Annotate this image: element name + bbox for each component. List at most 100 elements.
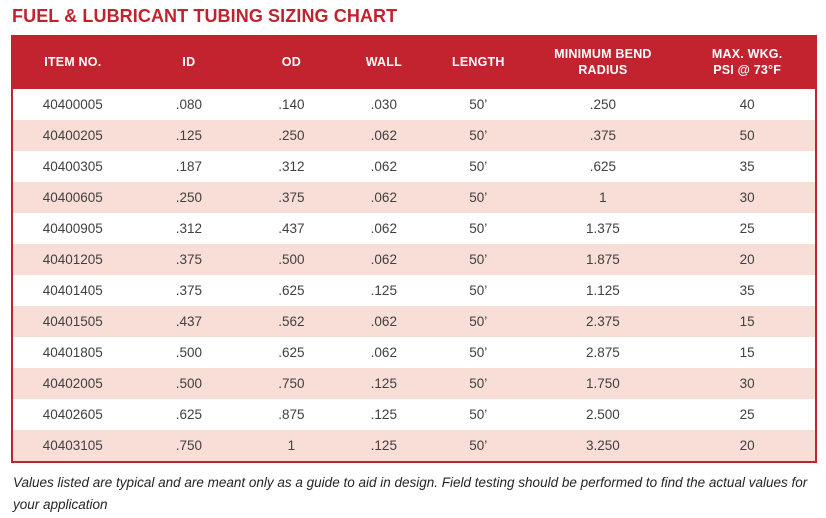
table-row: 40400305 .187 .312 .062 50’ .625 35	[12, 151, 816, 182]
table-cell: 2.500	[585, 407, 620, 422]
table-cell: 40402605	[42, 407, 103, 422]
table-cell: .250	[278, 128, 305, 143]
table-cell: .250	[589, 97, 617, 112]
table-cell: .312	[175, 221, 202, 236]
table-cell: 2.875	[585, 345, 620, 360]
table-cell: 40401805	[42, 345, 103, 360]
table-row: 40401505 .437 .562 .062 50’ 2.375 15	[12, 306, 816, 337]
table-cell: .875	[278, 407, 305, 422]
table-cell: 50’	[469, 190, 488, 205]
table-cell: .125	[370, 376, 397, 391]
table-cell: 1.375	[585, 221, 620, 236]
table-cell: .062	[370, 190, 397, 205]
column-header: MAX. WKG. PSI @ 73°F	[679, 36, 816, 89]
table-cell: 1.875	[585, 252, 620, 267]
table-cell: 40403105	[42, 438, 103, 453]
table-cell: .125	[370, 407, 397, 422]
table-cell: .125	[370, 283, 397, 298]
table-cell: 40	[739, 97, 755, 112]
table-cell: .625	[278, 345, 305, 360]
table-cell: 1	[287, 438, 296, 453]
table-cell: 40401205	[42, 252, 103, 267]
table-cell: 25	[739, 221, 755, 236]
table-cell: .750	[175, 438, 202, 453]
table-cell: .375	[589, 128, 617, 143]
column-header: ID	[132, 36, 246, 89]
table-row: 40400005 .080 .140 .030 50’ .250 40	[12, 89, 816, 120]
table-cell: .625	[589, 159, 617, 174]
table-cell: 40400305	[42, 159, 103, 174]
column-header: ITEM NO.	[12, 36, 133, 89]
table-cell: 35	[739, 159, 755, 174]
table-cell: 40401505	[42, 314, 103, 329]
table-cell: 1.750	[585, 376, 620, 391]
column-header: OD	[245, 36, 338, 89]
table-row: 40401805 .500 .625 .062 50’ 2.875 15	[12, 337, 816, 368]
table-row: 40401405 .375 .625 .125 50’ 1.125 35	[12, 275, 816, 306]
table-cell: .062	[370, 128, 397, 143]
table-cell: .500	[278, 252, 305, 267]
table-cell: .437	[278, 221, 305, 236]
table-cell: 50’	[469, 345, 488, 360]
footnote: Values listed are typical and are meant …	[13, 475, 808, 512]
page-title: FUEL & LUBRICANT TUBING SIZING CHART	[12, 6, 398, 26]
table-cell: .125	[175, 128, 202, 143]
table-cell: .562	[278, 314, 305, 329]
table-cell: 50’	[469, 159, 488, 174]
table-cell: .750	[278, 376, 305, 391]
table-row: 40400605 .250 .375 .062 50’ 1 30	[12, 182, 816, 213]
column-header: WALL	[337, 36, 431, 89]
table-cell: .080	[175, 97, 202, 112]
table-cell: .625	[278, 283, 305, 298]
table-cell: 50’	[469, 407, 488, 422]
table-cell: 30	[739, 190, 755, 205]
tubing-sizing-table: ITEM NO. ID OD WALL LENGTH MINIMUM BEND RADIU…	[11, 35, 817, 463]
column-header: MINIMUM BEND RADIUS	[526, 36, 680, 89]
table-cell: 3.250	[585, 438, 620, 453]
table-cell: 30	[739, 376, 755, 391]
table-cell: 2.375	[585, 314, 620, 329]
table-cell: 40401405	[42, 283, 103, 298]
table-cell: 50’	[469, 97, 488, 112]
table-cell: 40400005	[42, 97, 103, 112]
table-cell: .625	[175, 407, 202, 422]
table-cell: .062	[370, 345, 397, 360]
table-cell: .437	[175, 314, 202, 329]
table-header: ITEM NO. ID OD WALL LENGTH MINIMUM BEND RADIU…	[12, 36, 816, 89]
table-cell: .140	[278, 97, 305, 112]
table-cell: 50	[739, 128, 755, 143]
table-cell: 40400905	[42, 221, 103, 236]
column-header: LENGTH	[430, 36, 527, 89]
table-cell: 50’	[469, 252, 488, 267]
table-cell: 50’	[469, 314, 488, 329]
table-cell: .375	[278, 190, 305, 205]
table-cell: .062	[370, 221, 397, 236]
table-cell: 1	[599, 190, 607, 205]
table-row: 40400205 .125 .250 .062 50’ .375 50	[12, 120, 816, 151]
table-cell: 1.125	[585, 283, 620, 298]
table-cell: 15	[739, 345, 755, 360]
table-cell: .030	[370, 97, 397, 112]
table-cell: 50’	[469, 438, 488, 453]
table-cell: 25	[739, 407, 755, 422]
table-body: 40400005 .080 .140 .030 50’ .250 40 40400205 .12…	[12, 89, 816, 462]
table-cell: 40400205	[42, 128, 103, 143]
table-cell: 35	[739, 283, 755, 298]
table-cell: .062	[370, 159, 397, 174]
table-cell: 20	[739, 252, 755, 267]
table-cell: 50’	[469, 376, 488, 391]
table-cell: .500	[175, 345, 202, 360]
table-cell: .375	[175, 283, 202, 298]
table-cell: .125	[370, 438, 397, 453]
table-cell: .250	[175, 190, 202, 205]
table-cell: 40402005	[42, 376, 103, 391]
table-row: 40400905 .312 .437 .062 50’ 1.375 25	[12, 213, 816, 244]
table-row: 40401205 .375 .500 .062 50’ 1.875 20	[12, 244, 816, 275]
table-row: 40403105 .750 1 .125 50’ 3.250 20	[12, 430, 816, 462]
table-cell: .312	[278, 159, 305, 174]
table-cell: 40400605	[42, 190, 103, 205]
table-cell: .062	[370, 252, 397, 267]
table-cell: 50’	[469, 283, 488, 298]
table-cell: .187	[175, 159, 202, 174]
